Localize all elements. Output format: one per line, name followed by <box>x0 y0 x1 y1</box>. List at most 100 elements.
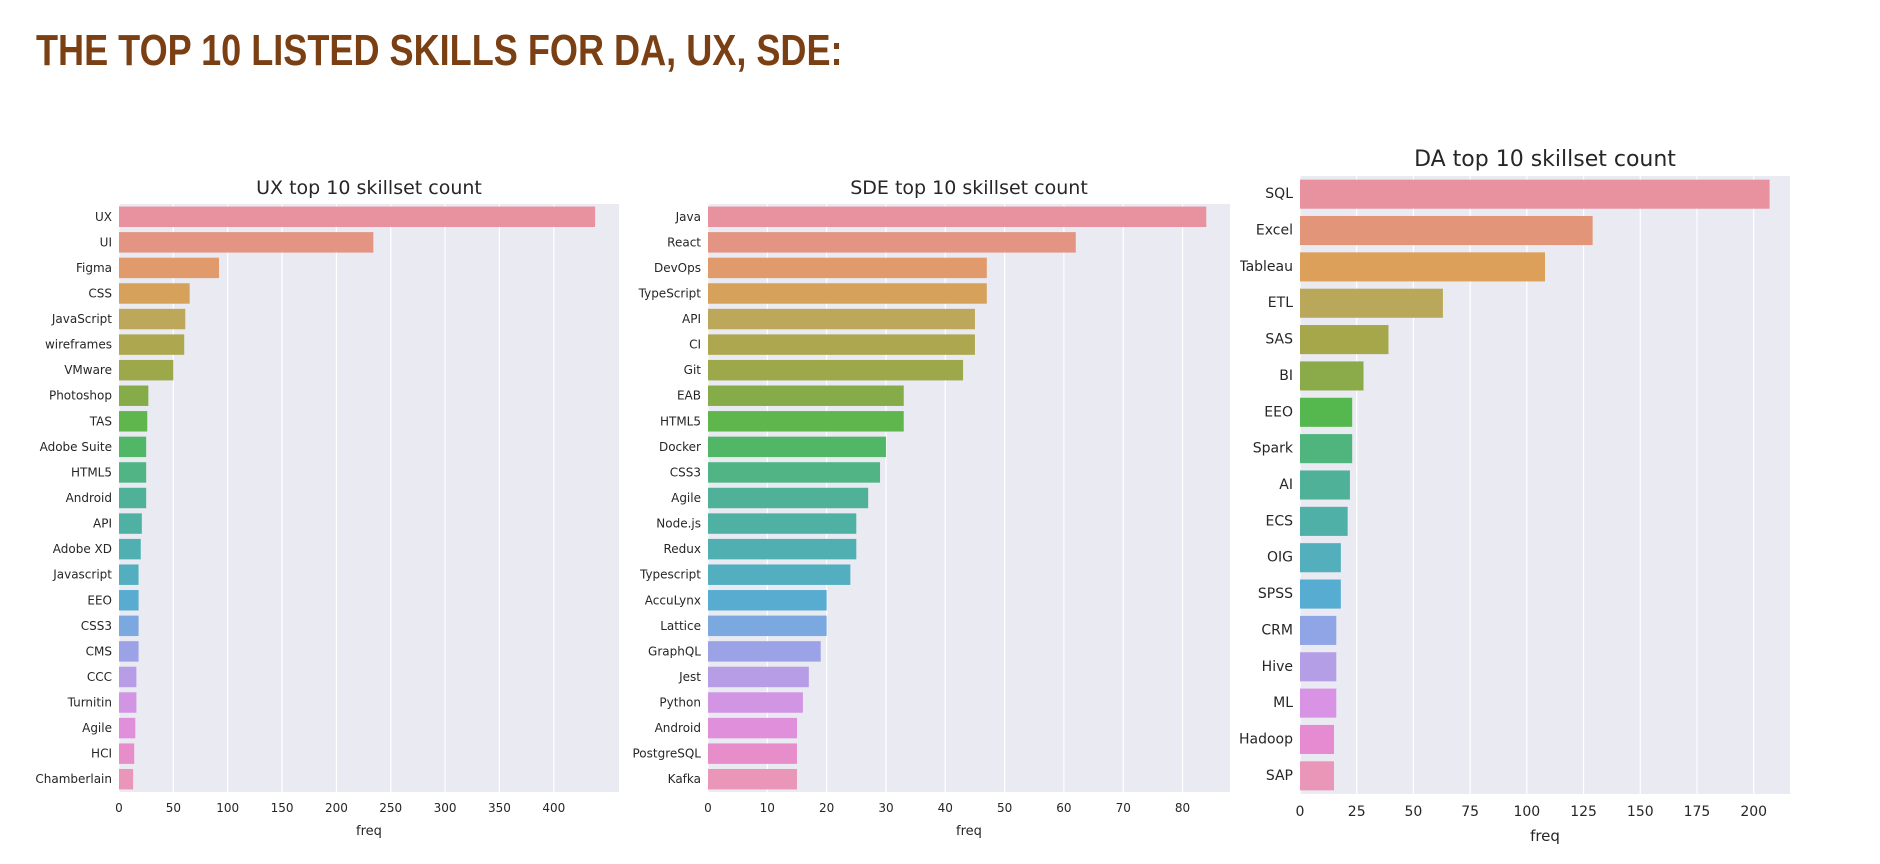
da-bar-ai <box>1300 470 1350 500</box>
sde-bar-devops <box>708 257 987 279</box>
sde-category-label: CSS3 <box>670 465 701 479</box>
ux-bar-ccc <box>119 666 137 688</box>
da-category-label: Spark <box>1253 441 1294 457</box>
sde-x-tick-label: 50 <box>997 801 1012 815</box>
ux-plot-area <box>119 204 619 792</box>
ux-category-label: JavaScript <box>51 312 112 326</box>
sde-category-label: Node.js <box>656 517 701 531</box>
ux-category-label: Javascript <box>52 568 112 582</box>
ux-category-label: CSS3 <box>81 619 112 633</box>
ux-bar-ux <box>119 206 596 228</box>
da-bar-hive <box>1300 652 1337 682</box>
sde-category-label: Kafka <box>668 772 701 786</box>
ux-bar-adobe-xd <box>119 538 141 560</box>
sde-bar-css3 <box>708 462 881 483</box>
da-x-tick-label: 200 <box>1740 804 1767 820</box>
ux-bar-css <box>119 283 190 304</box>
ux-category-label: HTML5 <box>71 465 112 479</box>
sde-category-label: Redux <box>663 542 701 556</box>
ux-category-label: Agile <box>82 721 112 735</box>
sde-x-tick-label: 60 <box>1056 801 1071 815</box>
ux-category-label: EEO <box>87 593 112 607</box>
sde-bar-python <box>708 692 803 713</box>
ux-x-tick-label: 250 <box>379 801 402 815</box>
ux-bar-figma <box>119 257 219 279</box>
sde-bar-agile <box>708 487 869 509</box>
ux-bar-cms <box>119 641 139 662</box>
da-category-label: EEO <box>1264 404 1293 420</box>
sde-x-tick-label: 80 <box>1175 801 1190 815</box>
sde-category-label: Python <box>659 696 701 710</box>
sde-bar-eab <box>708 385 904 406</box>
da-x-tick-label: 75 <box>1461 804 1479 820</box>
ux-bar-chamberlain <box>119 768 134 790</box>
ux-x-tick-label: 350 <box>488 801 511 815</box>
ux-x-tick-label: 150 <box>271 801 294 815</box>
da-category-label: Tableau <box>1240 259 1293 275</box>
sde-bar-kafka <box>708 768 797 790</box>
ux-category-label: API <box>93 517 112 531</box>
da-category-label: OIG <box>1267 550 1293 566</box>
ux-category-label: TAS <box>89 414 112 428</box>
ux-category-label: HCI <box>91 747 112 761</box>
da-bar-crm <box>1300 615 1337 645</box>
da-bar-sql <box>1300 179 1770 209</box>
sde-bar-node-js <box>708 513 857 534</box>
ux-bar-javascript <box>119 564 139 585</box>
sde-bar-lattice <box>708 615 827 637</box>
ux-bar-api <box>119 513 142 534</box>
page-title: THE TOP 10 LISTED SKILLS FOR DA, UX, SDE… <box>36 26 843 75</box>
ux-bar-agile <box>119 717 136 739</box>
sde-bar-git <box>708 359 964 381</box>
ux-bar-vmware <box>119 359 174 381</box>
da-x-tick-label: 25 <box>1348 804 1366 820</box>
da-category-label: BI <box>1279 368 1293 384</box>
ux-bar-adobe-suite <box>119 436 147 458</box>
sde-category-label: Git <box>684 363 702 377</box>
da-bar-sas <box>1300 325 1389 355</box>
ux-category-label: VMware <box>64 363 112 377</box>
ux-x-tick-label: 300 <box>434 801 457 815</box>
sde-bar-typescript <box>708 564 851 585</box>
da-bar-etl <box>1300 288 1443 318</box>
ux-category-label: wireframes <box>45 338 112 352</box>
sde-category-label: AccuLynx <box>645 593 701 607</box>
sde-x-tick-label: 0 <box>704 801 712 815</box>
ux-x-axis-label: freq <box>356 824 382 839</box>
ux-category-label: Adobe Suite <box>40 440 112 454</box>
ux-chart-title: UX top 10 skillset count <box>256 177 482 199</box>
ux-category-label: Photoshop <box>49 389 112 403</box>
sde-category-label: React <box>667 235 701 249</box>
da-category-label: SQL <box>1265 186 1293 202</box>
sde-category-label: EAB <box>677 389 701 403</box>
da-category-label: Hive <box>1262 659 1293 675</box>
sde-category-label: HTML5 <box>660 414 701 428</box>
ux-category-label: CSS <box>88 286 112 300</box>
sde-x-tick-label: 20 <box>819 801 834 815</box>
ux-bar-html5 <box>119 462 147 483</box>
da-bar-tableau <box>1300 252 1545 282</box>
da-x-tick-label: 175 <box>1684 804 1711 820</box>
sde-bar-redux <box>708 538 857 560</box>
sde-x-tick-label: 70 <box>1116 801 1131 815</box>
sde-bar-jest <box>708 666 809 688</box>
sde-bar-postgresql <box>708 743 797 764</box>
da-category-label: ML <box>1273 695 1293 711</box>
sde-bar-api <box>708 308 975 330</box>
da-category-label: CRM <box>1261 622 1293 638</box>
ux-category-label: Adobe XD <box>53 542 112 556</box>
ux-bar-android <box>119 487 147 509</box>
ux-category-label: Figma <box>76 261 112 275</box>
sde-category-label: CI <box>689 338 701 352</box>
da-skills-chart: SQL Excel Tableau ETL SAS BI EEO Spark AI ECS OIG S… <box>1240 147 1790 845</box>
sde-bar-acculynx <box>708 590 827 611</box>
da-category-label: Excel <box>1256 223 1293 239</box>
sde-category-label: PostgreSQL <box>632 747 701 761</box>
ux-category-label: Android <box>66 491 112 505</box>
da-category-label: AI <box>1279 477 1293 493</box>
da-bar-hadoop <box>1300 724 1335 755</box>
sde-bar-android <box>708 717 797 739</box>
sde-x-tick-label: 40 <box>938 801 953 815</box>
sde-category-label: Docker <box>659 440 701 454</box>
da-chart-title: DA top 10 skillset count <box>1414 147 1676 172</box>
